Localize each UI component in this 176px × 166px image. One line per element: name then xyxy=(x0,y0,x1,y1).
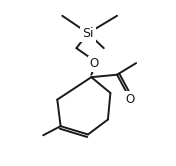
Text: O: O xyxy=(89,57,98,70)
Text: O: O xyxy=(125,93,134,106)
Text: Si: Si xyxy=(82,27,94,40)
